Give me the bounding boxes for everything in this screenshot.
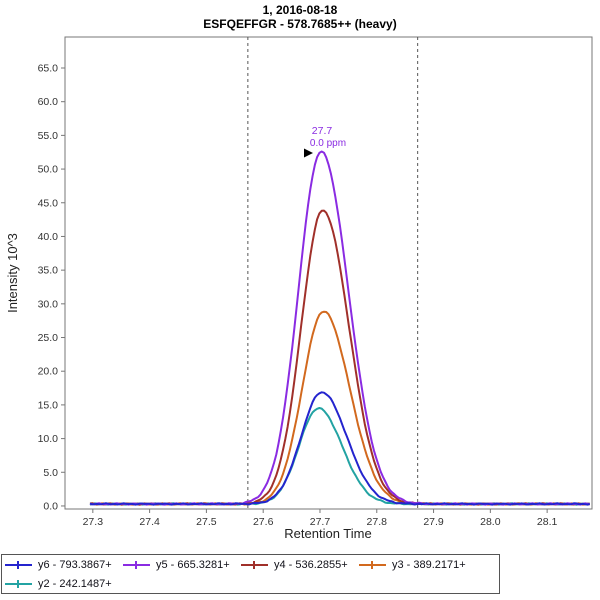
legend-item-y5: y5 - 665.3281+ — [123, 559, 241, 571]
x-tick-label: 27.8 — [367, 516, 388, 528]
x-axis-title: Retention Time — [284, 526, 371, 541]
y-tick-label: 65.0 — [38, 62, 59, 74]
plot-data-layer: 27.3 27.4 27.5 27.6 27.7 27.8 27.9 28.0 28.1 0.0 5… — [38, 37, 591, 528]
y-tick-label: 30.0 — [38, 298, 59, 310]
legend-line-swatch — [123, 560, 150, 569]
legend-item-label: y4 - 536.2855+ — [274, 558, 348, 571]
x-tick-label: 27.9 — [423, 516, 444, 528]
y-tick-label: 55.0 — [38, 130, 59, 142]
legend-row-2: y2 - 242.1487+ — [2, 574, 499, 593]
chart-title: 1, 2016-08-18 — [262, 3, 338, 17]
legend-item-label: y3 - 389.2171+ — [392, 558, 466, 571]
peak-annotation: 27.7 0.0 ppm — [304, 125, 346, 158]
legend-item-y3: y3 - 389.2171+ — [359, 559, 477, 571]
x-tick-label: 28.1 — [537, 516, 558, 528]
x-tick-label: 27.5 — [196, 516, 217, 528]
legend-marker-icon — [253, 560, 255, 569]
y-axis-title: Intensity 10^3 — [5, 233, 20, 313]
legend-item-label: y5 - 665.3281+ — [156, 558, 230, 571]
legend-item-y2: y2 - 242.1487+ — [5, 578, 123, 590]
legend-line-swatch — [241, 560, 268, 569]
peak-rt-label: 27.7 — [312, 125, 333, 137]
y-tick-label: 0.0 — [43, 500, 58, 512]
legend-marker-icon — [17, 560, 19, 569]
y-tick-label: 60.0 — [38, 96, 59, 108]
chromatogram-plot: 27.3 27.4 27.5 27.6 27.7 27.8 27.9 28.0 28.1 0.0 5… — [5, 36, 593, 541]
legend-row-1: y6 - 793.3867+ y5 - 665.3281+ y4 - 536.2… — [2, 555, 499, 574]
chart-subtitle: ESFQEFFGR - 578.7685++ (heavy) — [203, 17, 397, 31]
y-tick-label: 20.0 — [38, 366, 59, 378]
x-tick-label: 27.7 — [310, 516, 331, 528]
x-tick-label: 27.4 — [139, 516, 160, 528]
y-tick-label: 25.0 — [38, 332, 59, 344]
y-tick-label: 10.0 — [38, 433, 59, 445]
legend-marker-icon — [371, 560, 373, 569]
legend-item-label: y6 - 793.3867+ — [38, 558, 112, 571]
legend-item-label: y2 - 242.1487+ — [38, 577, 112, 590]
y-tick-label: 35.0 — [38, 265, 59, 277]
legend-item-y6: y6 - 793.3867+ — [5, 559, 123, 571]
peak-pointer-icon — [304, 148, 313, 158]
peak-ppm-label: 0.0 ppm — [310, 138, 346, 149]
plot-area[interactable] — [64, 36, 593, 510]
legend-line-swatch — [359, 560, 386, 569]
y-tick-label: 45.0 — [38, 197, 59, 209]
x-tick-label: 28.0 — [480, 516, 501, 528]
legend-line-swatch — [5, 579, 32, 588]
y-tick-label: 15.0 — [38, 399, 59, 411]
y-tick-label: 50.0 — [38, 164, 59, 176]
x-tick-label: 27.6 — [253, 516, 274, 528]
legend: y6 - 793.3867+ y5 - 665.3281+ y4 - 536.2… — [1, 554, 500, 594]
series-line-y6 — [89, 391, 590, 506]
legend-marker-icon — [135, 560, 137, 569]
y-tick-label: 5.0 — [43, 467, 58, 479]
legend-marker-icon — [17, 579, 19, 588]
legend-item-y4: y4 - 536.2855+ — [241, 559, 359, 571]
legend-line-swatch — [5, 560, 32, 569]
x-tick-label: 27.3 — [83, 516, 104, 528]
y-tick-label: 40.0 — [38, 231, 59, 243]
